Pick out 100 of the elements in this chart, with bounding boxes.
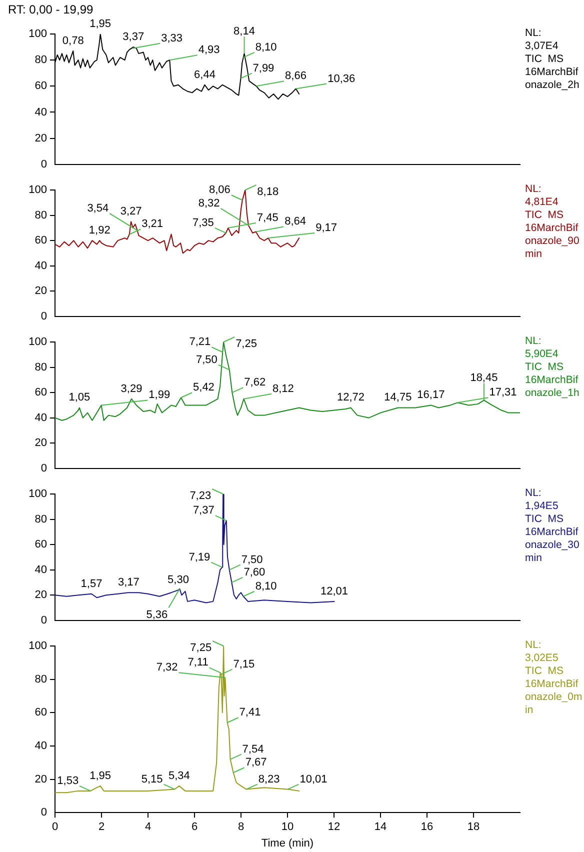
text: 16MarchBifonazole_1h [525,374,580,400]
text: 16MarchBifonazole_30min [525,526,580,564]
annotation: 7,60 [244,566,266,578]
text: NL: [525,27,542,40]
annotation: 7,54 [242,743,264,756]
annotation: 3,29 [120,382,142,395]
annotation: 5,42 [193,382,214,394]
annotation: 7,35 [192,216,214,229]
text: NL: [525,639,542,652]
text: NL: [525,183,542,196]
text: TIC MS [525,665,564,678]
annotation: 4,93 [198,44,220,56]
annotation: 8,06 [208,184,230,196]
x-tick-label: 6 [191,821,198,834]
annotation: 1,92 [88,224,110,237]
y-tick-label: 40 [34,260,47,272]
annotation: 3,21 [142,218,164,230]
y-tick-label: 100 [28,28,47,40]
y-tick-label: 0 [40,806,47,819]
x-axis-title: Time (min) [261,837,314,850]
y-tick-label: 20 [34,589,47,602]
annotation: 8,14 [234,26,255,38]
x-tick-label: 12 [328,821,340,834]
y-tick-label: 0 [40,310,47,322]
annotation: 8,66 [285,70,306,82]
annotation: 8,12 [272,382,294,395]
annotation: 3,54 [87,202,109,214]
annotation: 1,95 [90,18,112,30]
y-tick-label: 40 [34,564,47,576]
annotation: 0,78 [62,34,84,47]
y-tick-label: 60 [34,80,47,92]
x-tick-label: 4 [144,821,152,834]
annotation: 18,45 [470,372,498,384]
annotation: 7,19 [188,551,210,564]
annotation: 7,15 [233,658,255,670]
text: TIC MS [525,53,564,66]
annotation: 3,17 [118,576,140,589]
text: TIC MS [525,209,564,222]
x-tick-label: 16 [420,821,434,834]
text: 5,90E4 [525,348,558,360]
chart-title: RT: 0,00 - 19,99 [8,2,94,16]
text: NL: [525,487,542,500]
annotation: 9,17 [316,222,338,234]
annotation: 1,53 [57,774,79,787]
annotation: 10,01 [300,773,328,786]
annotation: 12,72 [336,392,365,404]
y-tick-label: 0 [40,614,47,626]
annotation: 17,31 [489,386,517,399]
y-tick-label: 100 [28,336,47,348]
x-tick-label: 14 [374,821,387,834]
y-tick-label: 80 [34,673,47,686]
text: 1,94E5 [525,500,558,512]
annotation: 5,36 [146,608,168,621]
text: 3,02E5 [525,652,558,664]
y-tick-label: 40 [34,740,47,752]
y-tick-label: 20 [34,773,47,786]
annotation: 3,37 [122,31,144,44]
annotation: 16,17 [417,389,445,402]
annotation: 6,44 [194,68,216,81]
y-tick-label: 0 [40,462,47,474]
annotation: 8,64 [284,216,306,228]
annotation: 3,27 [120,206,142,218]
y-tick-label: 80 [34,54,47,66]
annotation: 3,33 [161,32,183,44]
text: 4,81E4 [525,196,558,208]
annotation: 7,99 [252,62,274,74]
annotation: 5,15 [141,773,163,786]
y-tick-label: 60 [34,386,47,399]
y-tick-label: 20 [34,437,47,450]
annotation: 1,05 [68,392,90,404]
annotation: 14,75 [384,392,412,404]
text: 3,07E4 [525,40,558,52]
annotation: 7,21 [189,336,211,348]
y-tick-label: 20 [34,132,47,144]
text: 16MarchBifonazole_0min [525,678,582,716]
annotation: 7,11 [188,656,208,669]
x-tick-label: 18 [467,821,480,834]
y-tick-label: 60 [34,538,47,551]
x-tick-label: 0 [52,821,58,834]
annotation: 7,45 [256,212,278,224]
text: 16MarchBifonazole_90min [525,222,580,260]
annotation: 1,99 [148,389,170,402]
annotation: 7,32 [156,662,178,674]
y-tick-label: 100 [28,488,47,500]
annotation: 7,25 [190,642,212,654]
annotation: 8,10 [255,580,277,592]
annotation: 1,57 [80,578,102,590]
y-tick-label: 0 [40,158,47,170]
y-tick-label: 40 [34,106,47,118]
annotation: 7,50 [196,354,218,366]
annotation: 7,41 [239,706,261,719]
annotation: 7,50 [241,554,263,566]
y-tick-label: 60 [34,706,47,719]
y-tick-label: 60 [34,234,47,247]
text: NL: [525,335,542,348]
y-tick-label: 20 [34,285,47,298]
text: TIC MS [525,513,564,526]
y-tick-label: 80 [34,209,47,222]
annotation: 8,32 [198,197,220,210]
annotation: 7,25 [236,338,257,350]
